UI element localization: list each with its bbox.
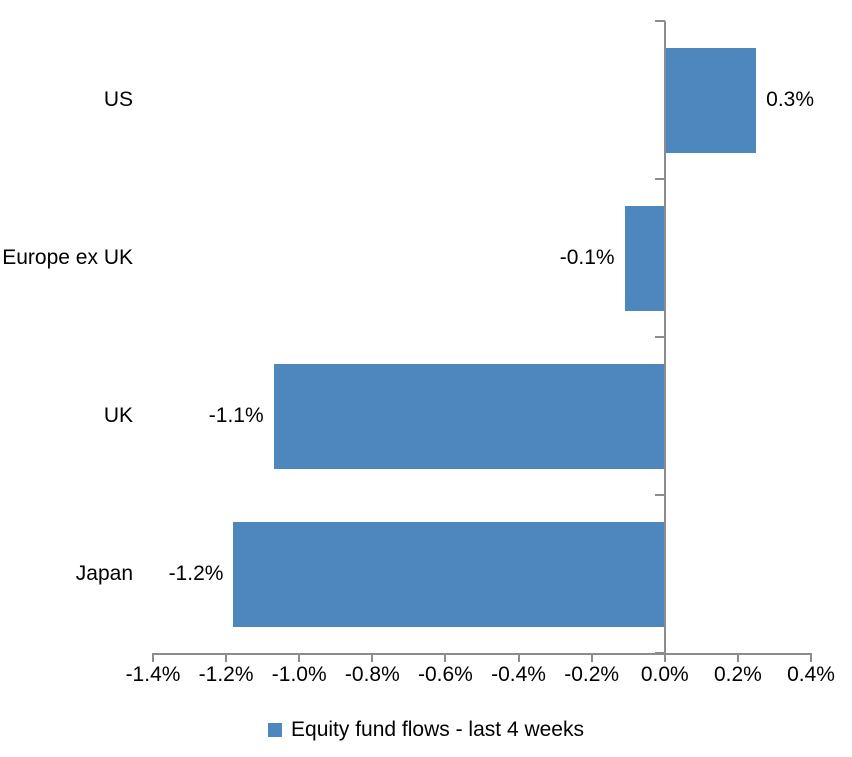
x-axis-tick-label: -0.6% [418,663,473,686]
x-axis-tick [371,653,374,662]
y-axis-tick [654,20,665,22]
y-axis-tick [654,494,665,496]
y-axis-tick [654,652,665,654]
x-axis-tick [517,653,520,662]
x-axis-tick [152,653,154,662]
x-axis-tick [298,653,301,662]
x-axis-tick-label: 0.2% [713,663,762,686]
x-axis-line [152,653,812,655]
legend: Equity fund flows - last 4 weeks [0,714,852,746]
x-axis-tick-label: -1.2% [198,663,254,686]
category-label: Europe ex UK [2,246,133,269]
bar-uk [273,363,665,469]
x-axis-tick [225,653,228,662]
bar-us [664,47,757,153]
bar-japan [233,521,665,627]
x-axis-tick [810,653,812,662]
category-label: Japan [75,562,133,585]
value-label: 0.3% [766,88,815,111]
category-label: UK [103,404,133,427]
legend-marker-icon [268,723,283,737]
value-label: -1.1% [208,404,264,427]
x-axis-tick [444,653,447,662]
y-axis-line [663,21,666,655]
x-axis-tick-label: 0.4% [787,663,835,686]
value-label: -0.1% [559,246,615,269]
legend-label: Equity fund flows - last 4 weeks [291,718,584,741]
x-axis-tick-label: 0.0% [640,663,689,686]
x-axis-tick [663,653,666,662]
bar-europe-ex-uk [624,205,665,311]
value-label: -1.2% [168,562,224,585]
x-axis-tick-label: -0.2% [564,663,620,686]
y-axis-tick [654,336,665,338]
x-axis-tick [590,653,593,662]
x-axis-tick-label: -0.8% [344,663,400,686]
x-axis-tick [736,653,739,662]
x-axis-tick-label: -0.4% [491,663,546,686]
y-axis-tick [654,178,665,180]
x-axis-tick-label: -1.0% [271,663,327,686]
x-axis-tick-label: -1.4% [125,663,181,686]
category-label: US [103,88,133,111]
